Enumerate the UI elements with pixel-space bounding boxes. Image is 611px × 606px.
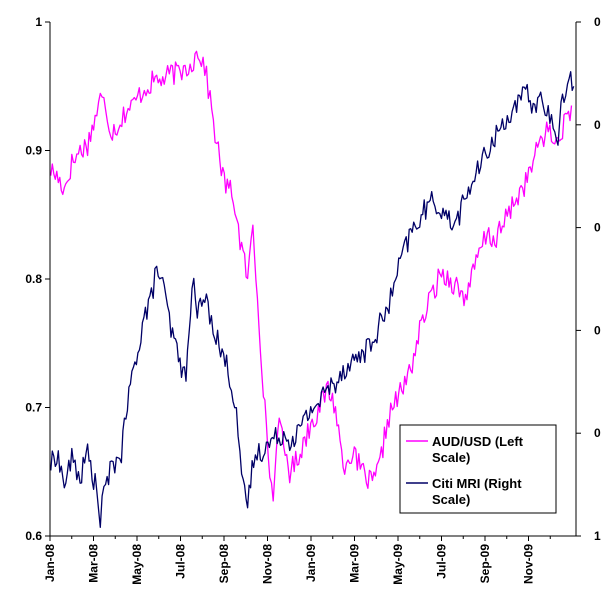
series-line-1 <box>50 71 575 528</box>
right-tick-label: 1 <box>594 529 601 543</box>
x-tick-label: Jul-09 <box>435 544 449 579</box>
axes-layer: 0.6 0.7 0.8 0.9 1 1 0 0 0 0 0 Jan-08 Mar-08 May-08 Jul… <box>25 15 601 585</box>
x-tick-label: Jan-08 <box>43 544 57 582</box>
x-tick-label: Mar-09 <box>348 544 362 583</box>
right-tick-label: 0 <box>594 221 601 235</box>
legend-label-0: AUD/USD (Left Scale) <box>432 434 524 465</box>
right-tick-label: 0 <box>594 118 601 132</box>
x-tick-label: Nov-08 <box>261 544 275 584</box>
right-tick-label: 0 <box>594 323 601 337</box>
legend-box <box>399 424 557 514</box>
x-tick-label: Sep-09 <box>478 544 492 584</box>
left-tick-label: 0.6 <box>25 529 42 543</box>
legend: AUD/USD (Left Scale) Citi MRI (Right Scale) <box>399 424 557 514</box>
left-tick-label: 0.7 <box>25 401 42 415</box>
x-tick-label: Jul-08 <box>174 544 188 579</box>
left-tick-label: 0.8 <box>25 272 42 286</box>
legend-label-1: Citi MRI (Right Scale) <box>432 476 522 507</box>
x-tick-label: Sep-08 <box>217 544 231 584</box>
left-tick-label: 1 <box>35 15 42 29</box>
series-layer <box>50 50 575 528</box>
right-tick-label: 0 <box>594 15 601 29</box>
series-line-0 <box>50 50 573 502</box>
x-tick-label: Nov-09 <box>522 544 536 584</box>
x-tick-label: Mar-08 <box>87 544 101 583</box>
x-tick-label: May-08 <box>130 544 144 585</box>
x-tick-label: May-09 <box>391 544 405 585</box>
left-tick-label: 0.9 <box>25 144 42 158</box>
x-tick-label: Jan-09 <box>304 544 318 582</box>
right-tick-label: 0 <box>594 426 601 440</box>
